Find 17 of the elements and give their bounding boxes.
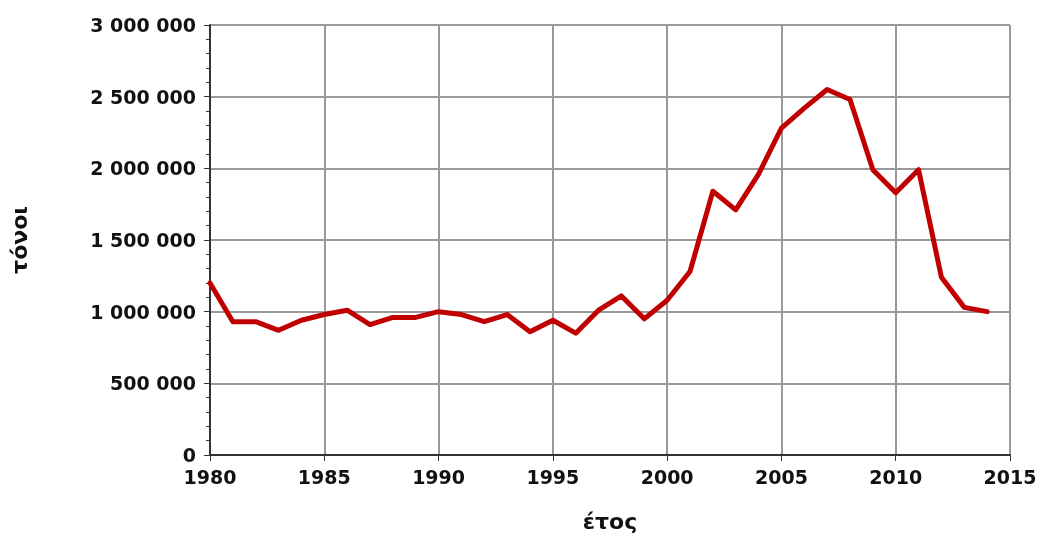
x-axis-title: έτος <box>582 508 638 534</box>
y-tick-label: 2 500 000 <box>90 85 196 108</box>
x-tick-label: 2015 <box>983 465 1037 488</box>
y-axis-title: τόνοι <box>6 206 32 274</box>
x-tick-label: 2005 <box>754 465 808 488</box>
y-tick-label: 3 000 000 <box>90 14 196 36</box>
y-tick-label: 0 <box>182 444 196 466</box>
x-tick-label: 1985 <box>297 465 351 488</box>
y-tick-label: 1 000 000 <box>90 300 196 323</box>
y-tick-label: 500 000 <box>110 372 196 395</box>
y-tick-label: 1 500 000 <box>90 229 196 251</box>
x-tick-label: 1995 <box>526 465 580 488</box>
x-tick-label: 2000 <box>640 465 694 488</box>
x-tick-label: 1990 <box>412 465 466 488</box>
x-tick-label: 1980 <box>183 465 237 488</box>
x-tick-label: 2010 <box>869 465 923 488</box>
y-tick-label: 2 000 000 <box>90 157 196 180</box>
